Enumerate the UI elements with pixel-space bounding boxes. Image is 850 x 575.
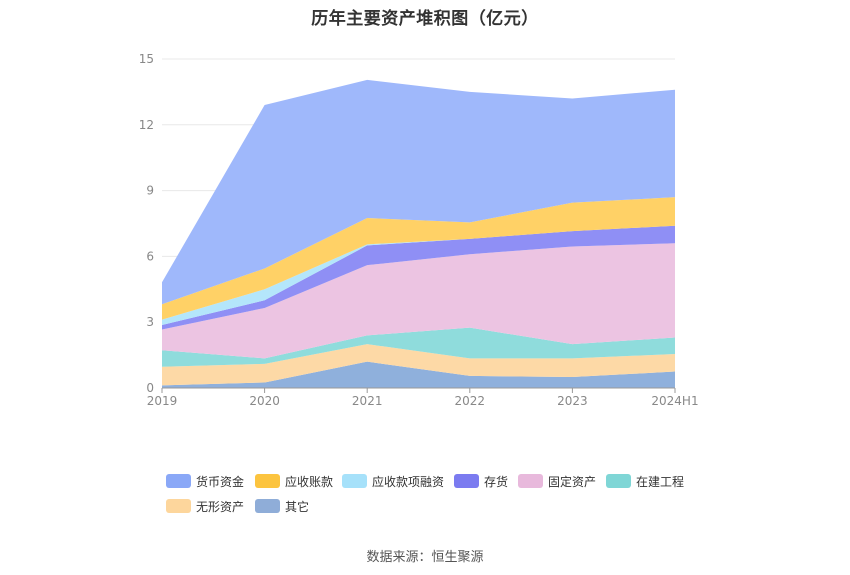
legend-item-intangibles[interactable]: 无形资产 bbox=[166, 497, 244, 515]
x-tick-label: 2024H1 bbox=[651, 394, 698, 408]
x-tick-label: 2019 bbox=[147, 394, 178, 408]
area-series bbox=[162, 225, 675, 330]
legend-label: 其它 bbox=[285, 499, 310, 514]
legend-swatch bbox=[606, 474, 631, 488]
area-series bbox=[162, 79, 675, 305]
legend-swatch bbox=[166, 499, 191, 513]
legend-item-other[interactable]: 其它 bbox=[255, 497, 309, 515]
legend-swatch bbox=[166, 474, 191, 488]
legend-swatch bbox=[255, 499, 280, 513]
legend-item-inventory[interactable]: 存货 bbox=[454, 472, 508, 490]
y-tick-label: 12 bbox=[139, 118, 154, 132]
stacked-area-chart: 0 3 6 9 12 15 2019 2020 2021 2022 2023 2024H1 bbox=[139, 52, 699, 408]
legend-label: 固定资产 bbox=[548, 474, 597, 489]
data-source: 数据来源：恒生聚源 bbox=[366, 550, 484, 565]
y-tick-label: 6 bbox=[146, 249, 154, 263]
legend-label: 在建工程 bbox=[636, 474, 685, 489]
x-tick-label: 2021 bbox=[352, 394, 383, 408]
x-tick-label: 2022 bbox=[455, 394, 486, 408]
legend-label: 应收款项融资 bbox=[372, 474, 445, 489]
y-tick-label: 3 bbox=[146, 315, 154, 329]
legend-swatch bbox=[454, 474, 479, 488]
y-tick-label: 15 bbox=[139, 52, 154, 66]
area-series bbox=[162, 243, 675, 359]
legend-item-construction[interactable]: 在建工程 bbox=[606, 472, 684, 490]
area-series bbox=[162, 197, 675, 320]
legend-item-receivables-financing[interactable]: 应收款项融资 bbox=[342, 472, 444, 490]
chart-title: 历年主要资产堆积图（亿元） bbox=[311, 9, 539, 29]
y-tick-label: 9 bbox=[146, 184, 154, 198]
area-series bbox=[162, 344, 675, 386]
area-series bbox=[162, 327, 675, 367]
legend-label: 应收账款 bbox=[285, 474, 334, 489]
legend-item-fixed-assets[interactable]: 固定资产 bbox=[518, 472, 596, 490]
legend-label: 无形资产 bbox=[196, 499, 245, 514]
legend-swatch bbox=[255, 474, 280, 488]
legend-label: 货币资金 bbox=[196, 474, 245, 489]
x-tick-label: 2020 bbox=[249, 394, 280, 408]
legend-swatch bbox=[518, 474, 543, 488]
x-tick-label: 2023 bbox=[557, 394, 588, 408]
legend-swatch bbox=[342, 474, 367, 488]
area-series bbox=[162, 361, 675, 388]
y-tick-label: 0 bbox=[146, 381, 154, 395]
legend-item-cash[interactable]: 货币资金 bbox=[166, 472, 244, 490]
legend-label: 存货 bbox=[484, 474, 509, 489]
legend-item-receivables[interactable]: 应收账款 bbox=[255, 472, 333, 490]
